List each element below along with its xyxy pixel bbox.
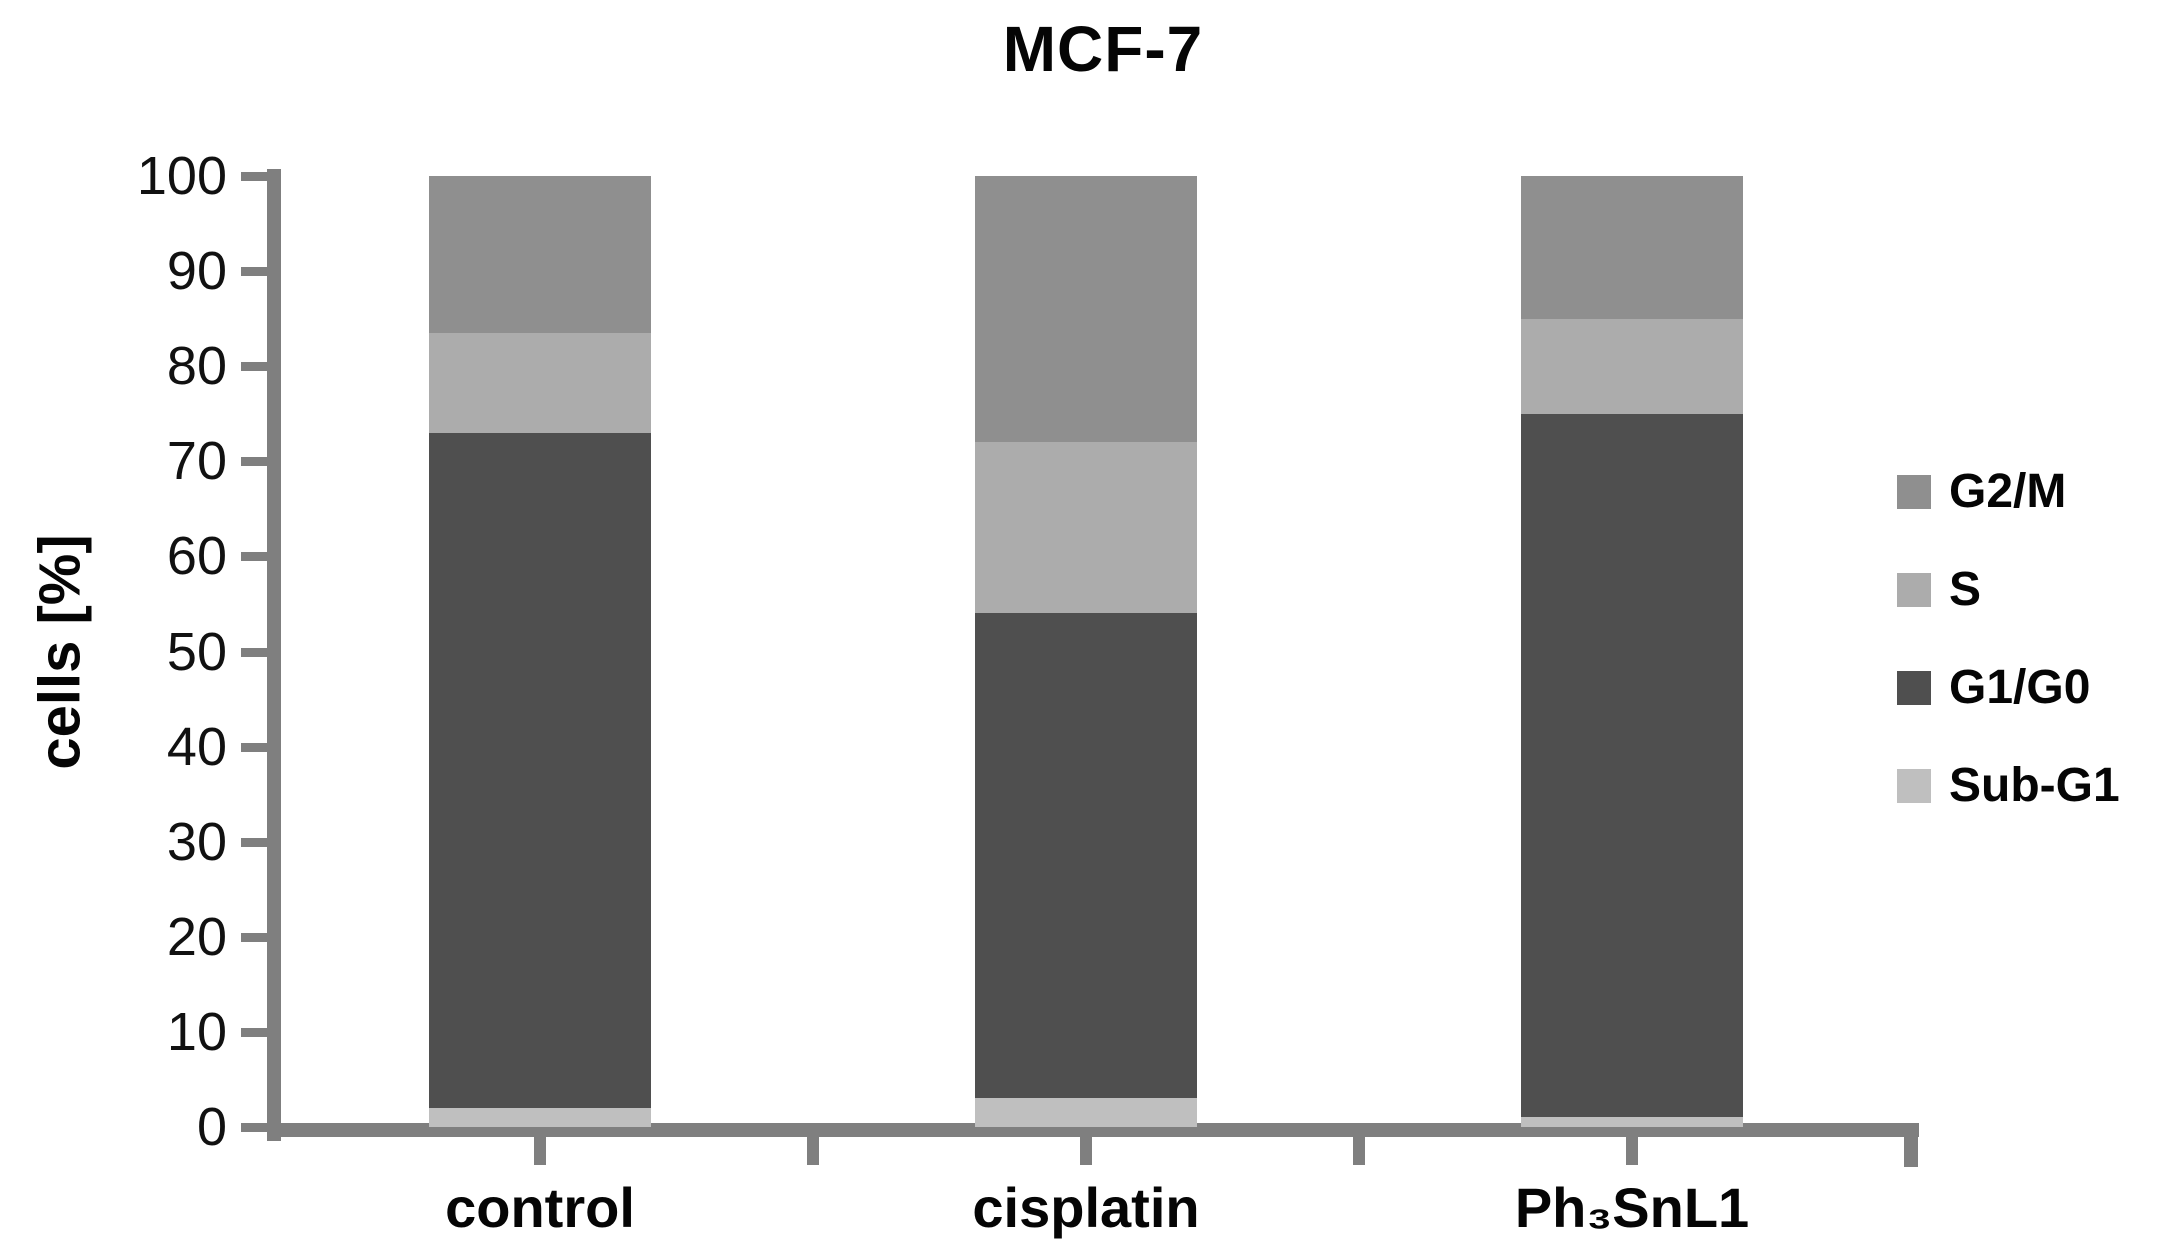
y-tick-label: 50 — [166, 622, 227, 682]
x-axis-category-label: control — [445, 1176, 635, 1239]
y-tick — [241, 362, 267, 371]
chart-title: MCF-7 — [1002, 13, 1204, 85]
y-tick-label: 40 — [166, 717, 227, 777]
bar-segment — [1521, 414, 1743, 1117]
y-tick-label: 20 — [166, 907, 227, 967]
x-axis-line — [267, 1123, 1919, 1137]
legend-label: G1/G0 — [1949, 661, 2091, 714]
legend-item: G1/G0 — [1897, 664, 2090, 712]
legend-label: Sub-G1 — [1949, 759, 2120, 812]
y-tick — [241, 172, 267, 181]
y-tick-label: 10 — [166, 1002, 227, 1062]
legend-item: G2/M — [1897, 468, 2066, 516]
y-tick — [241, 1123, 267, 1132]
y-tick — [241, 457, 267, 466]
bar-segment — [975, 176, 1197, 442]
legend-label: G2/M — [1949, 465, 2067, 518]
legend-item: S — [1897, 566, 1981, 614]
y-tick — [241, 648, 267, 657]
bar-segment — [975, 442, 1197, 613]
bar-segment — [1521, 176, 1743, 319]
legend-label: S — [1949, 563, 1982, 616]
bar-segment — [975, 613, 1197, 1098]
x-tick — [1353, 1137, 1365, 1165]
legend-item: Sub-G1 — [1897, 762, 2120, 810]
legend-swatch — [1897, 769, 1931, 803]
x-axis-category-label: cisplatin — [972, 1176, 1200, 1239]
y-tick-label: 100 — [136, 146, 227, 206]
y-tick-label: 60 — [166, 526, 227, 586]
y-tick — [241, 933, 267, 942]
legend-swatch — [1897, 475, 1931, 509]
legend-swatch — [1897, 671, 1931, 705]
bar-segment — [1521, 1117, 1743, 1127]
bar-segment — [1521, 319, 1743, 414]
y-tick — [241, 838, 267, 847]
y-tick-label: 30 — [166, 812, 227, 872]
y-tick-label: 70 — [166, 431, 227, 491]
x-tick — [807, 1137, 819, 1165]
y-tick — [241, 267, 267, 276]
x-tick — [1626, 1137, 1638, 1165]
x-tick — [1080, 1137, 1092, 1165]
x-axis-end-tick — [1904, 1123, 1918, 1167]
x-axis-category-label: Ph₃SnL1 — [1514, 1176, 1750, 1239]
y-tick — [241, 552, 267, 561]
y-tick-label: 90 — [166, 241, 227, 301]
y-axis-line — [267, 169, 281, 1141]
bar-segment — [429, 333, 651, 433]
y-tick — [241, 743, 267, 752]
y-tick — [241, 1028, 267, 1037]
legend-swatch — [1897, 573, 1931, 607]
bar-segment — [429, 176, 651, 333]
y-tick-label: 0 — [196, 1097, 227, 1157]
bar-segment — [975, 1098, 1197, 1127]
bar-segment — [429, 1108, 651, 1127]
x-tick — [534, 1137, 546, 1165]
bar-segment — [429, 433, 651, 1108]
y-tick-label: 80 — [166, 336, 227, 396]
